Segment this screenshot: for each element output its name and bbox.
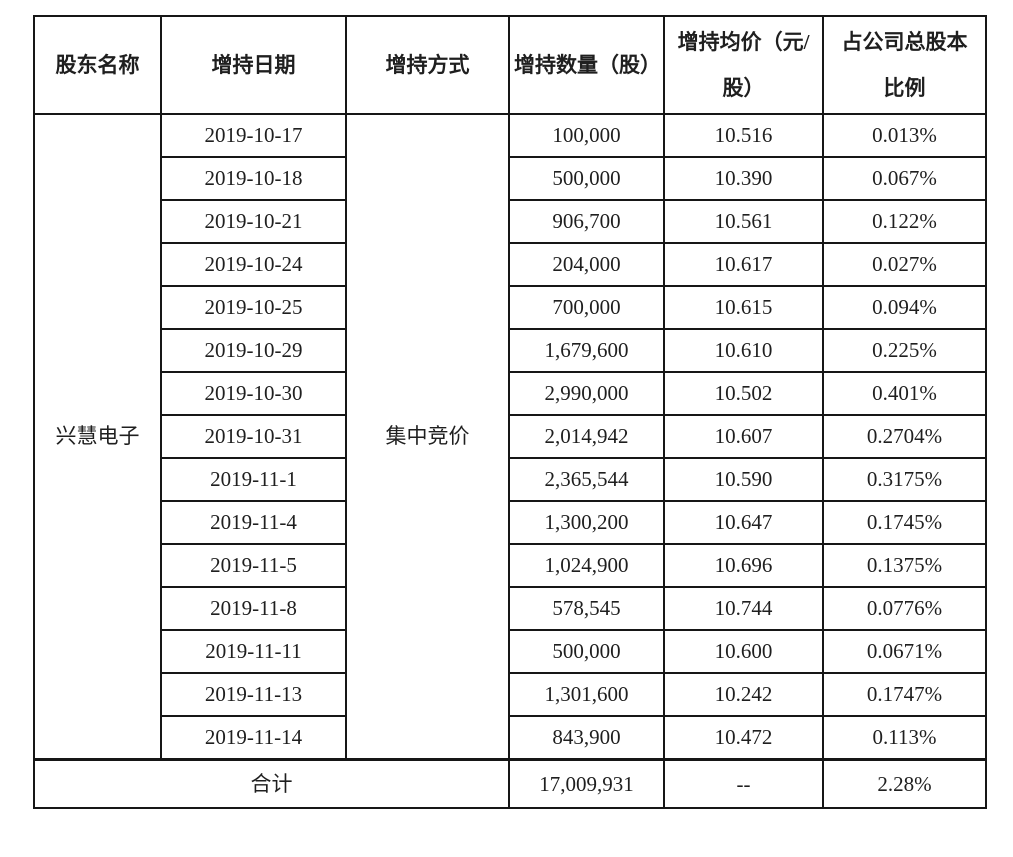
shareholder-name-cell: 兴慧电子 (33, 113, 162, 761)
quantity-cell: 204,000 (508, 242, 665, 287)
table-row: 2019-10-31 2,014,942 10.607 0.2704% (34, 414, 987, 459)
table-row: 2019-10-24 204,000 10.617 0.027% (34, 242, 987, 287)
ratio-cell: 0.225% (822, 328, 987, 373)
total-quantity-cell: 17,009,931 (508, 758, 665, 809)
table-row: 2019-10-25 700,000 10.615 0.094% (34, 285, 987, 330)
column-header-increase-method: 增持方式 (345, 15, 510, 115)
price-cell: 10.502 (663, 371, 824, 416)
column-header-increase-date: 增持日期 (160, 15, 347, 115)
ratio-cell: 0.401% (822, 371, 987, 416)
column-header-share-ratio-line1: 占公司总股本 (841, 30, 968, 54)
price-cell: 10.472 (663, 715, 824, 761)
price-cell: 10.607 (663, 414, 824, 459)
price-cell: 10.600 (663, 629, 824, 674)
date-cell: 2019-11-5 (160, 543, 347, 588)
price-cell: 10.561 (663, 199, 824, 244)
ratio-cell: 0.3175% (822, 457, 987, 502)
table-row: 2019-11-5 1,024,900 10.696 0.1375% (34, 543, 987, 588)
price-cell: 10.516 (663, 113, 824, 158)
date-cell: 2019-11-11 (160, 629, 347, 674)
header-row: 股东名称 增持日期 增持方式 增持数量（股） 增持均价（元/ 股） 占公司总股本… (33, 15, 987, 115)
quantity-cell: 1,300,200 (508, 500, 665, 545)
ratio-cell: 0.013% (822, 113, 987, 158)
table-row: 2019-10-21 906,700 10.561 0.122% (34, 199, 987, 244)
quantity-cell: 1,301,600 (508, 672, 665, 717)
date-cell: 2019-11-14 (160, 715, 347, 761)
total-label-cell: 合计 (33, 758, 510, 809)
price-cell: 10.610 (663, 328, 824, 373)
quantity-cell: 843,900 (508, 715, 665, 761)
quantity-cell: 578,545 (508, 586, 665, 631)
quantity-cell: 2,014,942 (508, 414, 665, 459)
date-cell: 2019-10-31 (160, 414, 347, 459)
table-row: 兴慧电子 2019-10-17 集中竞价 100,000 10.516 0.01… (33, 113, 987, 761)
ratio-cell: 0.094% (822, 285, 987, 330)
table-row: 2019-10-30 2,990,000 10.502 0.401% (34, 371, 987, 416)
table-row: 2019-11-13 1,301,600 10.242 0.1747% (34, 672, 987, 717)
ratio-cell: 0.1745% (822, 500, 987, 545)
column-header-increase-quantity: 增持数量（股） (508, 15, 665, 115)
increase-method-cell: 集中竞价 (345, 113, 510, 761)
ratio-cell: 0.0776% (822, 586, 987, 631)
date-cell: 2019-10-17 (160, 113, 347, 158)
price-cell: 10.615 (663, 285, 824, 330)
ratio-cell: 0.113% (822, 715, 987, 761)
quantity-cell: 500,000 (508, 156, 665, 201)
price-cell: 10.744 (663, 586, 824, 631)
column-header-average-price-line1: 增持均价（元/ (677, 30, 810, 54)
price-cell: 10.242 (663, 672, 824, 717)
total-row: 合计 17,009,931 -- 2.28% (33, 758, 987, 809)
date-cell: 2019-10-29 (160, 328, 347, 373)
price-cell: 10.390 (663, 156, 824, 201)
column-header-shareholder-name: 股东名称 (33, 15, 162, 115)
date-cell: 2019-10-25 (160, 285, 347, 330)
ratio-cell: 0.1747% (822, 672, 987, 717)
table-row: 2019-11-4 1,300,200 10.647 0.1745% (34, 500, 987, 545)
column-header-share-ratio: 占公司总股本 比例 (822, 15, 987, 115)
table-row: 2019-11-14 843,900 10.472 0.113% (34, 715, 987, 761)
table-row: 2019-11-8 578,545 10.744 0.0776% (34, 586, 987, 631)
quantity-cell: 2,365,544 (508, 457, 665, 502)
table-row: 2019-11-11 500,000 10.600 0.0671% (34, 629, 987, 674)
shareholding-increase-table: 股东名称 增持日期 增持方式 增持数量（股） 增持均价（元/ 股） 占公司总股本… (33, 15, 987, 809)
column-header-share-ratio-line2: 比例 (883, 76, 926, 100)
total-price-cell: -- (663, 758, 824, 809)
column-header-average-price: 增持均价（元/ 股） (663, 15, 824, 115)
date-cell: 2019-10-21 (160, 199, 347, 244)
date-cell: 2019-11-4 (160, 500, 347, 545)
ratio-cell: 0.027% (822, 242, 987, 287)
date-cell: 2019-10-24 (160, 242, 347, 287)
ratio-cell: 0.122% (822, 199, 987, 244)
price-cell: 10.647 (663, 500, 824, 545)
ratio-cell: 0.067% (822, 156, 987, 201)
table-row: 2019-10-18 500,000 10.390 0.067% (34, 156, 987, 201)
date-cell: 2019-10-30 (160, 371, 347, 416)
price-cell: 10.696 (663, 543, 824, 588)
quantity-cell: 100,000 (508, 113, 665, 158)
quantity-cell: 700,000 (508, 285, 665, 330)
ratio-cell: 0.2704% (822, 414, 987, 459)
table-row: 2019-11-1 2,365,544 10.590 0.3175% (34, 457, 987, 502)
column-header-average-price-line2: 股） (722, 76, 765, 100)
quantity-cell: 1,024,900 (508, 543, 665, 588)
ratio-cell: 0.1375% (822, 543, 987, 588)
date-cell: 2019-11-13 (160, 672, 347, 717)
table-row: 2019-10-29 1,679,600 10.610 0.225% (34, 328, 987, 373)
total-ratio-cell: 2.28% (822, 758, 987, 809)
price-cell: 10.590 (663, 457, 824, 502)
ratio-cell: 0.0671% (822, 629, 987, 674)
quantity-cell: 2,990,000 (508, 371, 665, 416)
date-cell: 2019-10-18 (160, 156, 347, 201)
quantity-cell: 906,700 (508, 199, 665, 244)
quantity-cell: 500,000 (508, 629, 665, 674)
price-cell: 10.617 (663, 242, 824, 287)
date-cell: 2019-11-1 (160, 457, 347, 502)
quantity-cell: 1,679,600 (508, 328, 665, 373)
date-cell: 2019-11-8 (160, 586, 347, 631)
